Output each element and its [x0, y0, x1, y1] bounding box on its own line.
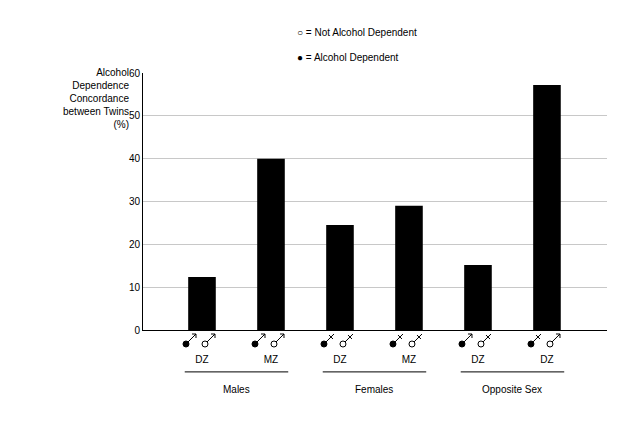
svg-text:40: 40: [129, 153, 141, 164]
svg-text:DZ: DZ: [195, 354, 208, 365]
svg-text:50: 50: [129, 110, 141, 121]
svg-text:30: 30: [129, 196, 141, 207]
svg-text:DZ: DZ: [471, 354, 484, 365]
svg-text:20: 20: [129, 239, 141, 250]
svg-text:10: 10: [129, 282, 141, 293]
svg-text:Males: Males: [223, 384, 250, 395]
svg-text:● = Alcohol Dependent: ● = Alcohol Dependent: [297, 52, 399, 63]
svg-text:Females: Females: [355, 384, 393, 395]
svg-text:○ = Not Alcohol Dependent: ○ = Not Alcohol Dependent: [297, 27, 417, 38]
svg-text:0: 0: [134, 325, 140, 336]
svg-text:DZ: DZ: [540, 354, 553, 365]
svg-text:AlcoholDependenceConcordancebe: AlcoholDependenceConcordancebetween Twin…: [63, 67, 129, 130]
svg-text:Opposite Sex: Opposite Sex: [482, 384, 542, 395]
svg-text:MZ: MZ: [402, 354, 416, 365]
svg-text:DZ: DZ: [333, 354, 346, 365]
svg-text:MZ: MZ: [264, 354, 278, 365]
svg-text:60: 60: [129, 68, 141, 79]
